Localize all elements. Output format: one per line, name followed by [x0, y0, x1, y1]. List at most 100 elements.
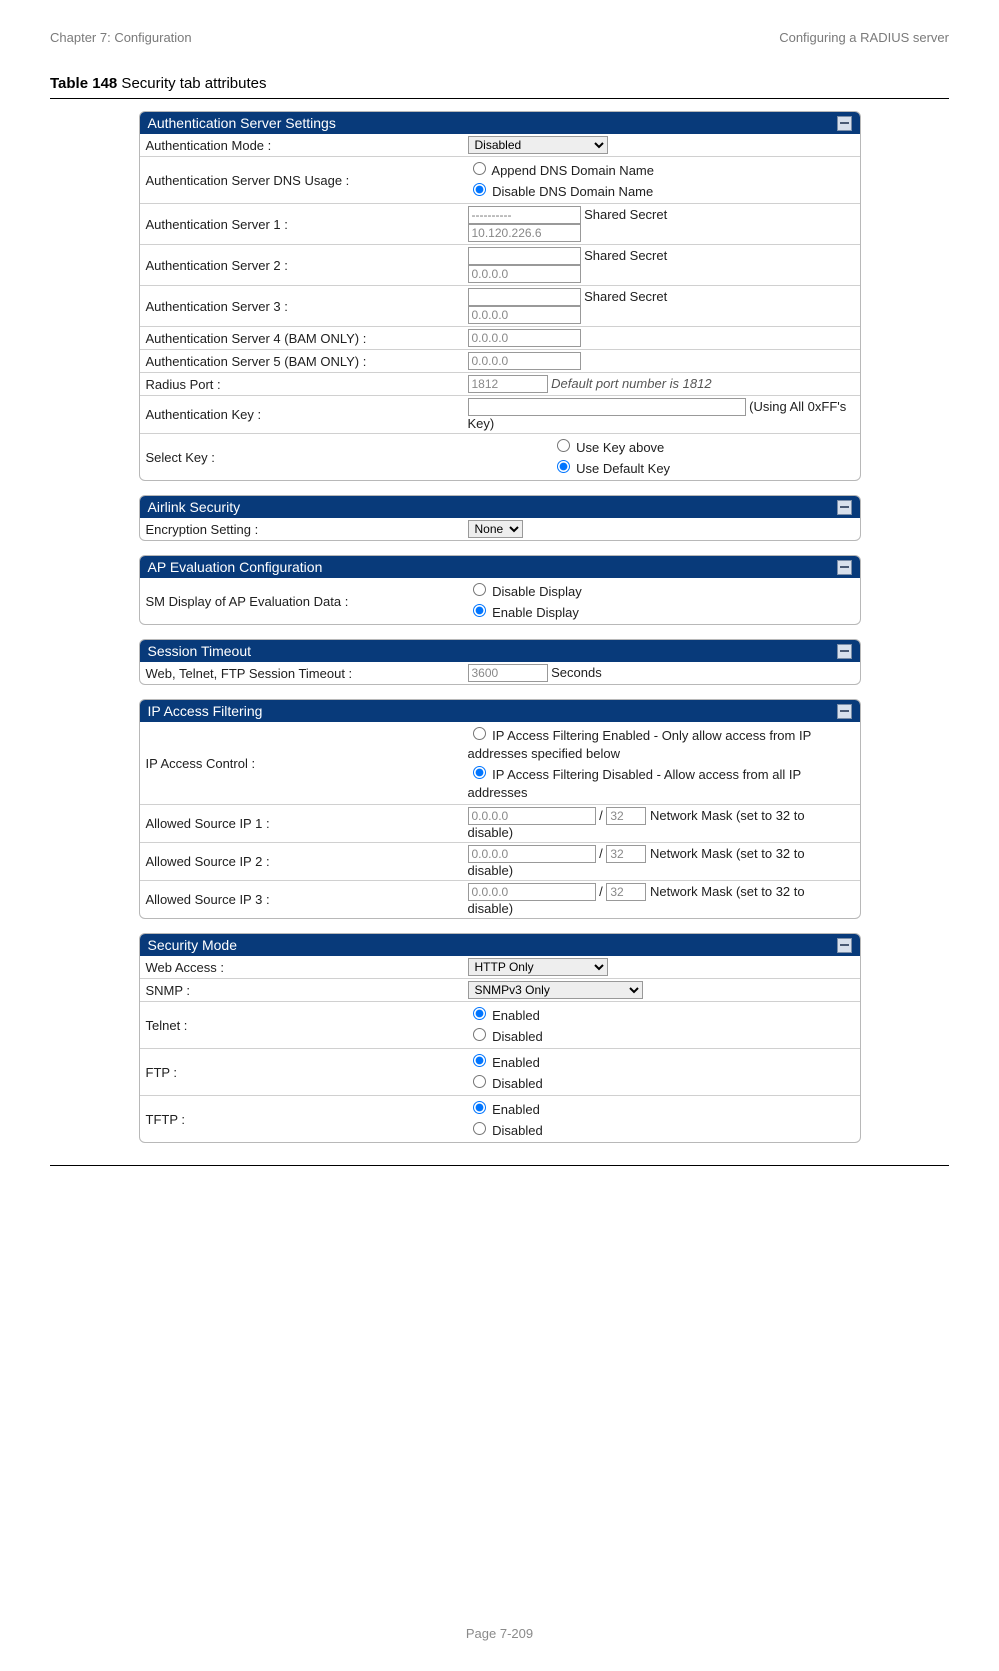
collapse-icon[interactable]	[837, 938, 852, 953]
ip-filter-enabled-label: IP Access Filtering Enabled - Only allow…	[468, 728, 812, 761]
dns-usage-label: Authentication Server DNS Usage :	[140, 157, 462, 204]
enable-display-label: Enable Display	[492, 605, 579, 620]
server2-ip-input[interactable]	[468, 265, 581, 283]
dns-append-radio[interactable]	[473, 162, 486, 175]
radius-port-input[interactable]	[468, 375, 548, 393]
server1-secret-input[interactable]	[468, 206, 581, 224]
collapse-icon[interactable]	[837, 644, 852, 659]
web-access-label: Web Access :	[140, 956, 462, 979]
encryption-select[interactable]: None	[468, 520, 523, 538]
shared-secret-label3: Shared Secret	[584, 289, 667, 304]
panel-auth-settings: Authentication Server Settings Authentic…	[139, 111, 861, 481]
ip-filter-enabled-radio[interactable]	[473, 727, 486, 740]
dns-disable-radio[interactable]	[473, 183, 486, 196]
page-header: Chapter 7: Configuration Configuring a R…	[50, 30, 949, 45]
allowed-mask1-input[interactable]	[606, 807, 646, 825]
allowed-ip2-label: Allowed Source IP 2 :	[140, 843, 462, 881]
allowed-mask2-input[interactable]	[606, 845, 646, 863]
sm-display-label: SM Display of AP Evaluation Data :	[140, 578, 462, 624]
telnet-label: Telnet :	[140, 1002, 462, 1049]
select-key-label: Select Key :	[140, 434, 462, 481]
ftp-enabled-label: Enabled	[492, 1055, 540, 1070]
collapse-icon[interactable]	[837, 116, 852, 131]
panel-session-timeout: Session Timeout Web, Telnet, FTP Session…	[139, 639, 861, 685]
telnet-disabled-label: Disabled	[492, 1029, 543, 1044]
auth-mode-label: Authentication Mode :	[140, 134, 462, 157]
collapse-icon[interactable]	[837, 500, 852, 515]
ftp-label: FTP :	[140, 1049, 462, 1096]
panel-ap-eval: AP Evaluation Configuration SM Display o…	[139, 555, 861, 625]
bottom-separator	[50, 1165, 949, 1166]
panel-airlink: Airlink Security Encryption Setting : No…	[139, 495, 861, 541]
collapse-icon[interactable]	[837, 704, 852, 719]
server4-label: Authentication Server 4 (BAM ONLY) :	[140, 327, 462, 350]
encryption-label: Encryption Setting :	[140, 518, 462, 540]
ftp-disabled-label: Disabled	[492, 1076, 543, 1091]
server1-ip-input[interactable]	[468, 224, 581, 242]
server1-label: Authentication Server 1 :	[140, 204, 462, 245]
slash: /	[599, 808, 603, 823]
tftp-enabled-radio[interactable]	[473, 1101, 486, 1114]
auth-key-label: Authentication Key :	[140, 396, 462, 434]
tftp-disabled-radio[interactable]	[473, 1122, 486, 1135]
title-rest: Security tab attributes	[117, 75, 266, 92]
telnet-enabled-label: Enabled	[492, 1008, 540, 1023]
ftp-disabled-radio[interactable]	[473, 1075, 486, 1088]
tftp-enabled-label: Enabled	[492, 1102, 540, 1117]
web-access-select[interactable]: HTTP Only	[468, 958, 608, 976]
server2-secret-input[interactable]	[468, 247, 581, 265]
telnet-disabled-radio[interactable]	[473, 1028, 486, 1041]
auth-mode-select[interactable]: Disabled	[468, 136, 608, 154]
server5-ip-input[interactable]	[468, 352, 581, 370]
enable-display-radio[interactable]	[473, 604, 486, 617]
snmp-label: SNMP :	[140, 979, 462, 1002]
collapse-icon[interactable]	[837, 560, 852, 575]
allowed-ip1-label: Allowed Source IP 1 :	[140, 805, 462, 843]
allowed-ip3-input[interactable]	[468, 883, 596, 901]
slash: /	[599, 846, 603, 861]
panel-title: AP Evaluation Configuration	[148, 559, 323, 575]
ftp-enabled-radio[interactable]	[473, 1054, 486, 1067]
server4-ip-input[interactable]	[468, 329, 581, 347]
allowed-ip1-input[interactable]	[468, 807, 596, 825]
telnet-enabled-radio[interactable]	[473, 1007, 486, 1020]
session-timeout-input[interactable]	[468, 664, 548, 682]
ip-access-control-label: IP Access Control :	[140, 722, 462, 805]
tftp-disabled-label: Disabled	[492, 1123, 543, 1138]
use-key-above-radio[interactable]	[557, 439, 570, 452]
radius-port-note: Default port number is 1812	[551, 376, 711, 391]
title-bold: Table 148	[50, 75, 117, 92]
header-right: Configuring a RADIUS server	[779, 30, 949, 45]
dns-append-label: Append DNS Domain Name	[491, 163, 654, 178]
panel-security-mode: Security Mode Web Access : HTTP Only SNM…	[139, 933, 861, 1143]
panel-title: Authentication Server Settings	[148, 115, 336, 131]
allowed-ip2-input[interactable]	[468, 845, 596, 863]
title-separator	[50, 98, 949, 99]
panel-ip-filter: IP Access Filtering IP Access Control : …	[139, 699, 861, 919]
disable-display-radio[interactable]	[473, 583, 486, 596]
table-title: Table 148 Security tab attributes	[50, 75, 949, 92]
use-default-key-radio[interactable]	[557, 460, 570, 473]
seconds-label: Seconds	[551, 665, 602, 680]
tftp-label: TFTP :	[140, 1096, 462, 1143]
slash: /	[599, 884, 603, 899]
disable-display-label: Disable Display	[492, 584, 582, 599]
server3-secret-input[interactable]	[468, 288, 581, 306]
ip-filter-disabled-radio[interactable]	[473, 766, 486, 779]
allowed-ip3-label: Allowed Source IP 3 :	[140, 881, 462, 919]
server3-ip-input[interactable]	[468, 306, 581, 324]
server3-label: Authentication Server 3 :	[140, 286, 462, 327]
panel-title: IP Access Filtering	[148, 703, 263, 719]
panel-title: Security Mode	[148, 937, 237, 953]
shared-secret-label2: Shared Secret	[584, 248, 667, 263]
session-timeout-label: Web, Telnet, FTP Session Timeout :	[140, 662, 462, 684]
snmp-select[interactable]: SNMPv3 Only	[468, 981, 643, 999]
use-key-above-label: Use Key above	[576, 440, 664, 455]
auth-key-input[interactable]	[468, 398, 746, 416]
server5-label: Authentication Server 5 (BAM ONLY) :	[140, 350, 462, 373]
panel-title: Airlink Security	[148, 499, 241, 515]
allowed-mask3-input[interactable]	[606, 883, 646, 901]
dns-disable-label: Disable DNS Domain Name	[492, 184, 653, 199]
ip-filter-disabled-label: IP Access Filtering Disabled - Allow acc…	[468, 767, 801, 800]
radius-port-label: Radius Port :	[140, 373, 462, 396]
